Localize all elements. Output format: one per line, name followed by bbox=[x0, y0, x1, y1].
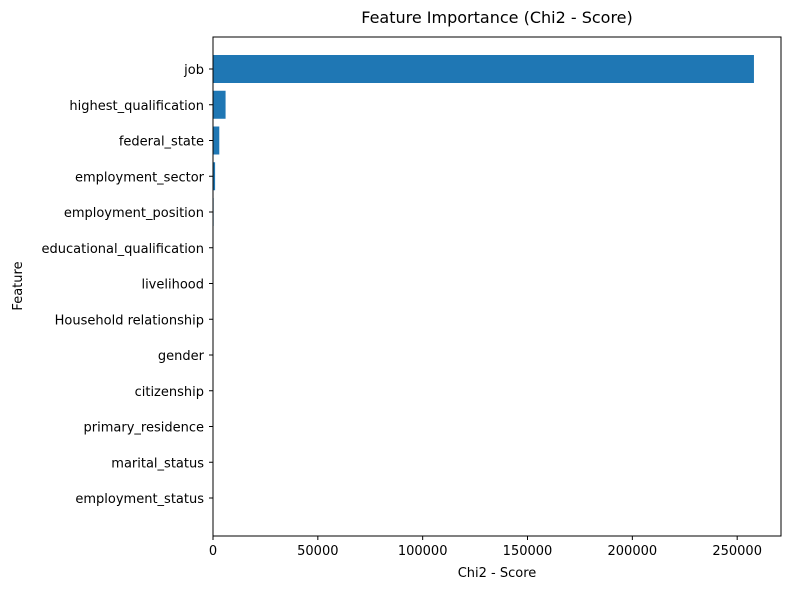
x-tick-label: 200000 bbox=[608, 544, 658, 559]
y-axis-ticks: job highest_qualification federal_stateemp… bbox=[42, 63, 213, 507]
plot-frame bbox=[212, 36, 782, 537]
y-tick-label: Household relationship bbox=[55, 313, 204, 328]
x-axis-label: Chi2 - Score bbox=[458, 566, 537, 581]
y-tick-label: employment_status bbox=[75, 492, 204, 507]
y-axis-label: Feature bbox=[11, 261, 26, 310]
chart-title: Feature Importance (Chi2 - Score) bbox=[361, 8, 633, 27]
y-tick-label: primary_residence bbox=[84, 421, 204, 436]
bar-0 bbox=[213, 55, 754, 83]
x-tick-label: 50000 bbox=[297, 544, 338, 559]
bars-group bbox=[213, 55, 754, 512]
bar-1 bbox=[213, 90, 226, 119]
y-tick-label: marital_status bbox=[111, 456, 204, 471]
x-tick-label: 250000 bbox=[712, 544, 762, 559]
bar-2 bbox=[213, 126, 220, 155]
x-axis-ticks: 0 50000 100000 150000 200000 250000 bbox=[209, 536, 762, 559]
y-tick-label: employment_sector bbox=[75, 170, 205, 185]
y-tick-label: job bbox=[183, 63, 204, 78]
y-tick-label: gender bbox=[158, 349, 205, 364]
y-tick-label: citizenship bbox=[135, 385, 204, 400]
y-tick-label: federal_state bbox=[119, 135, 204, 150]
x-tick-label: 0 bbox=[209, 544, 217, 559]
x-tick-label: 150000 bbox=[503, 544, 553, 559]
x-tick-label: 100000 bbox=[398, 544, 448, 559]
y-tick-label: educational_qualification bbox=[42, 242, 204, 257]
y-tick-label: livelihood bbox=[141, 278, 204, 293]
bar-3 bbox=[213, 162, 216, 191]
y-tick-label: employment_position bbox=[64, 206, 204, 221]
y-tick-label: highest_qualification bbox=[69, 99, 204, 114]
